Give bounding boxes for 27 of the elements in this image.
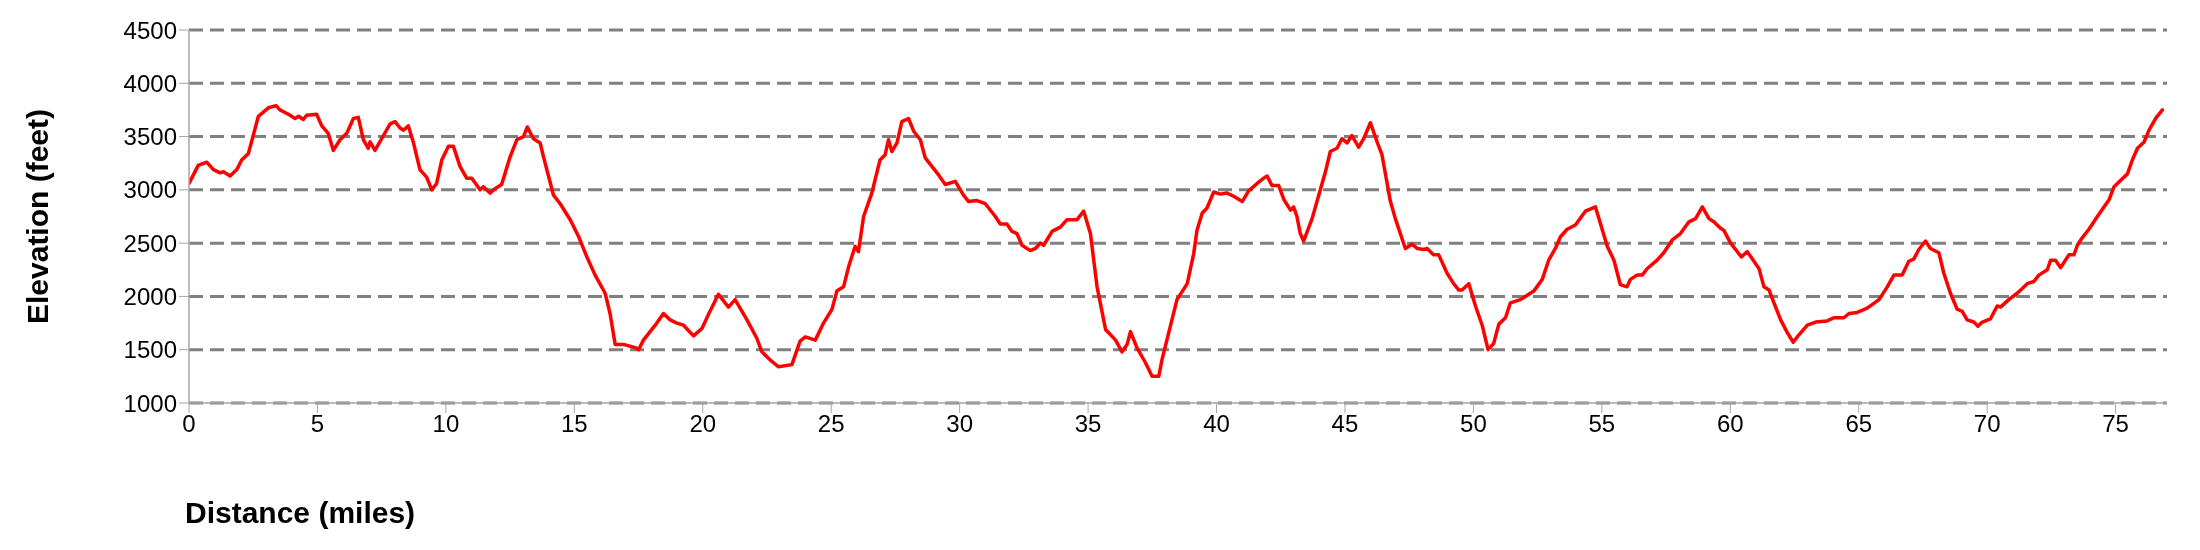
x-tick-label: 70 — [1973, 410, 2001, 438]
x-tick-label: 40 — [1203, 410, 1230, 438]
x-tick-label: 25 — [817, 410, 845, 438]
y-tick-label: 1500 — [123, 336, 177, 364]
x-axis-title: Distance (miles) — [185, 496, 416, 529]
line-series — [189, 103, 2165, 379]
x-tick-label: 35 — [1074, 410, 1102, 438]
y-tick-label: 4500 — [123, 16, 177, 44]
y-tick-label: 3500 — [123, 123, 177, 151]
y-tick-label: 4000 — [123, 69, 177, 97]
y-tick-label: 3000 — [123, 176, 177, 204]
x-tick-label: 10 — [432, 410, 460, 438]
y-axis-title: Elevation (feet) — [20, 108, 54, 325]
x-tick-label: 5 — [310, 410, 325, 438]
x-tick-label: 20 — [689, 410, 717, 438]
x-tick-label: 0 — [182, 410, 196, 438]
x-tick-label: 60 — [1716, 410, 1744, 438]
y-tick-label: 1000 — [123, 389, 177, 417]
x-tick-label: 15 — [560, 410, 588, 438]
x-tick-label: 65 — [1845, 410, 1873, 438]
x-tick-label: 45 — [1331, 410, 1359, 438]
x-tick-label: 55 — [1588, 410, 1616, 438]
x-tick-label: 75 — [2102, 410, 2129, 438]
y-tick-label: 2500 — [123, 229, 177, 257]
y-tick-label: 2000 — [123, 282, 177, 310]
x-tick-label: 30 — [946, 410, 973, 438]
x-tick-label: 50 — [1460, 410, 1487, 438]
